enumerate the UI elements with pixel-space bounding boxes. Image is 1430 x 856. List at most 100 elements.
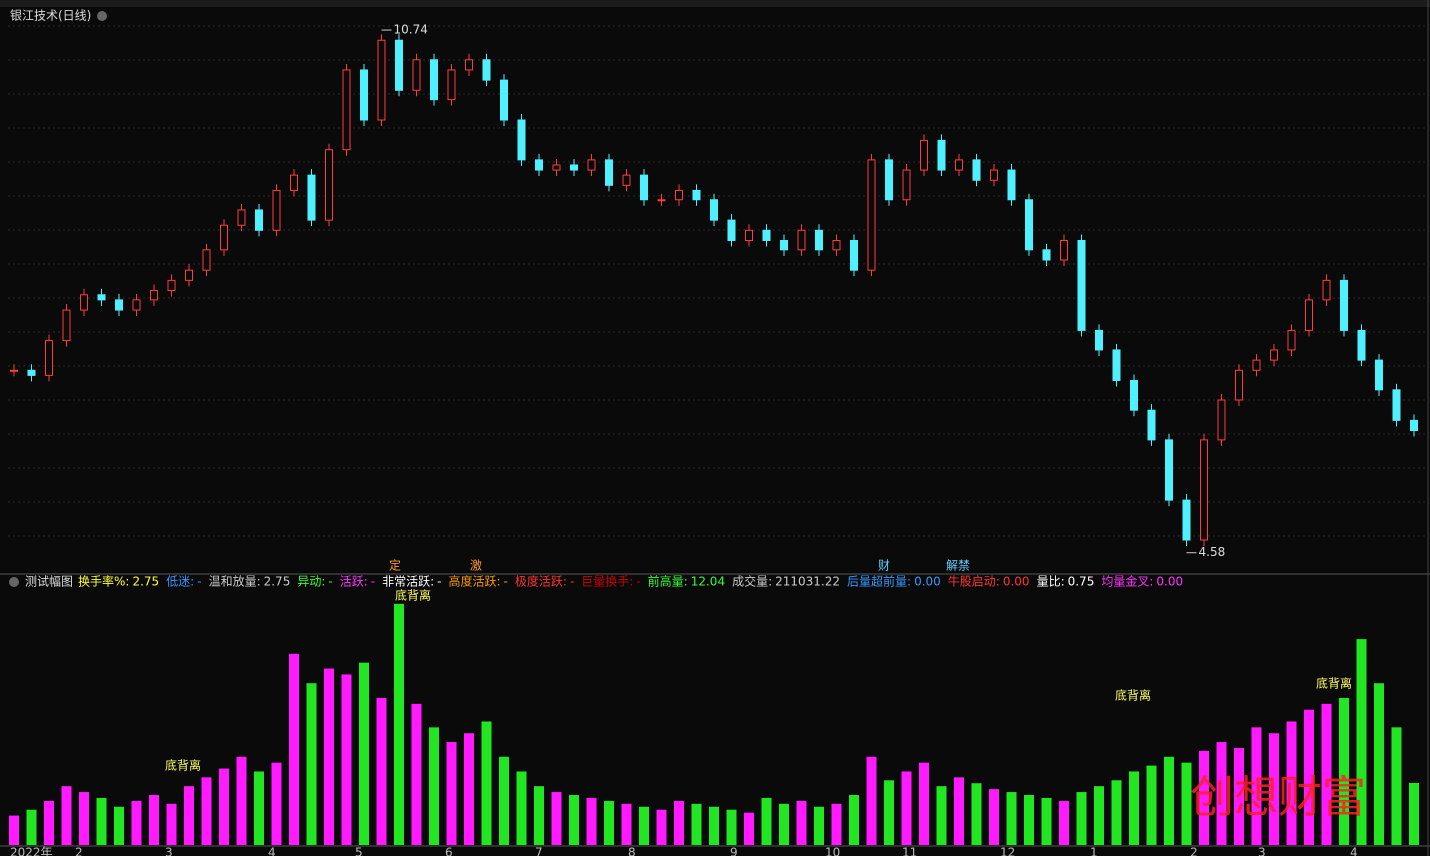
candle-body — [27, 369, 36, 376]
legend-name: 极度活跃: — [515, 574, 567, 589]
candle-body — [640, 174, 648, 201]
candle-body — [1200, 439, 1208, 541]
candle-body — [97, 294, 106, 301]
candle-body — [535, 159, 543, 171]
candle-body — [692, 189, 701, 201]
signal-label: 财 — [878, 559, 890, 573]
divergence-label: 底背离 — [165, 758, 201, 773]
legend-value: - — [197, 575, 201, 589]
candle-body — [1025, 199, 1033, 251]
candle-body — [797, 229, 806, 251]
candle-body — [80, 294, 88, 311]
candle-body — [1287, 329, 1296, 351]
legend-value: 0.00 — [1003, 575, 1030, 589]
legend-value: - — [328, 575, 332, 589]
x-axis-label: 10 — [825, 846, 840, 856]
candle-body — [850, 239, 858, 271]
chart-title: 银江技术(日线) — [10, 9, 91, 23]
candle-body — [990, 169, 998, 181]
candle-body — [902, 169, 911, 201]
candle-body — [937, 139, 946, 171]
volume-bar — [1164, 756, 1174, 845]
menu-icon[interactable] — [97, 11, 107, 21]
candle-body — [1112, 349, 1121, 381]
candle-body — [1357, 329, 1366, 361]
legend-name: 牛股启动: — [948, 574, 1000, 589]
volume-bar — [621, 803, 632, 845]
candle-body — [342, 69, 351, 151]
candle-body — [1147, 409, 1156, 441]
volume-bar — [44, 800, 54, 845]
candle-body — [272, 189, 281, 231]
candle-body — [1217, 399, 1226, 441]
volume-bar — [1111, 780, 1122, 845]
candle-body — [657, 199, 666, 202]
volume-bar — [61, 786, 72, 845]
x-axis-label: 12 — [1000, 846, 1015, 856]
volume-bar — [429, 727, 439, 845]
volume-bar — [324, 668, 334, 845]
legend-name: 后量超前量: — [847, 574, 911, 589]
volume-bar — [149, 795, 159, 845]
volume-bar — [761, 797, 772, 845]
volume-bar — [1129, 771, 1139, 845]
candle-body — [255, 209, 263, 231]
candle-body — [605, 159, 613, 186]
candle-body — [762, 229, 771, 241]
volume-bar — [464, 733, 474, 845]
volume-bar — [306, 683, 317, 845]
candle-body — [290, 174, 298, 191]
candle-body — [1375, 359, 1383, 391]
volume-bar — [394, 603, 404, 845]
candle-body — [920, 139, 928, 171]
candle-body — [377, 39, 386, 121]
legend-value: 211031.22 — [775, 575, 840, 589]
candle-body — [1322, 279, 1331, 301]
candle-body — [45, 340, 53, 376]
volume-bar — [1199, 750, 1209, 845]
menu-icon[interactable] — [9, 577, 19, 587]
volume-bar — [954, 777, 964, 845]
candle-body — [587, 159, 596, 171]
volume-bar — [744, 812, 754, 845]
volume-bar — [411, 703, 422, 845]
volume-bar — [289, 653, 299, 845]
candle-body — [1252, 359, 1261, 371]
x-axis-label: 4 — [268, 846, 276, 856]
candle-body — [675, 189, 683, 201]
candle-body — [1007, 169, 1016, 201]
volume-bar — [376, 697, 387, 845]
x-axis-label: 8 — [628, 846, 636, 856]
candle-body — [570, 164, 578, 171]
volume-bar — [79, 792, 89, 845]
volume-bar — [9, 815, 19, 845]
volume-bar — [674, 800, 684, 845]
candle-body — [1130, 379, 1138, 411]
candle-body — [552, 164, 561, 171]
candle-body — [115, 299, 123, 311]
volume-bar — [1059, 800, 1069, 845]
volume-bar — [779, 803, 789, 845]
signal-label: 定 — [389, 558, 401, 573]
legend-name: 量比: — [1037, 575, 1065, 589]
x-axis-label: 4 — [1350, 846, 1358, 856]
candle-body — [360, 69, 368, 121]
volume-bar — [551, 792, 562, 845]
volume-bar — [691, 803, 702, 845]
volume-bar — [1076, 792, 1087, 845]
candle-body — [955, 159, 963, 171]
signal-label: 解禁 — [946, 559, 970, 573]
candle-body — [815, 229, 823, 251]
menu-bar — [0, 0, 1430, 7]
volume-bar — [1146, 765, 1157, 845]
candle-body — [430, 59, 438, 101]
volume-bar — [131, 800, 142, 845]
x-axis-label: 2022年 — [10, 846, 53, 856]
legend-value: - — [504, 575, 508, 589]
x-axis-label: 3 — [165, 846, 173, 856]
candle-body — [727, 219, 736, 241]
legend-value: 2.75 — [132, 575, 159, 589]
candle-body — [832, 239, 841, 251]
x-axis-label: 2 — [1190, 846, 1198, 856]
volume-bar — [219, 768, 229, 845]
